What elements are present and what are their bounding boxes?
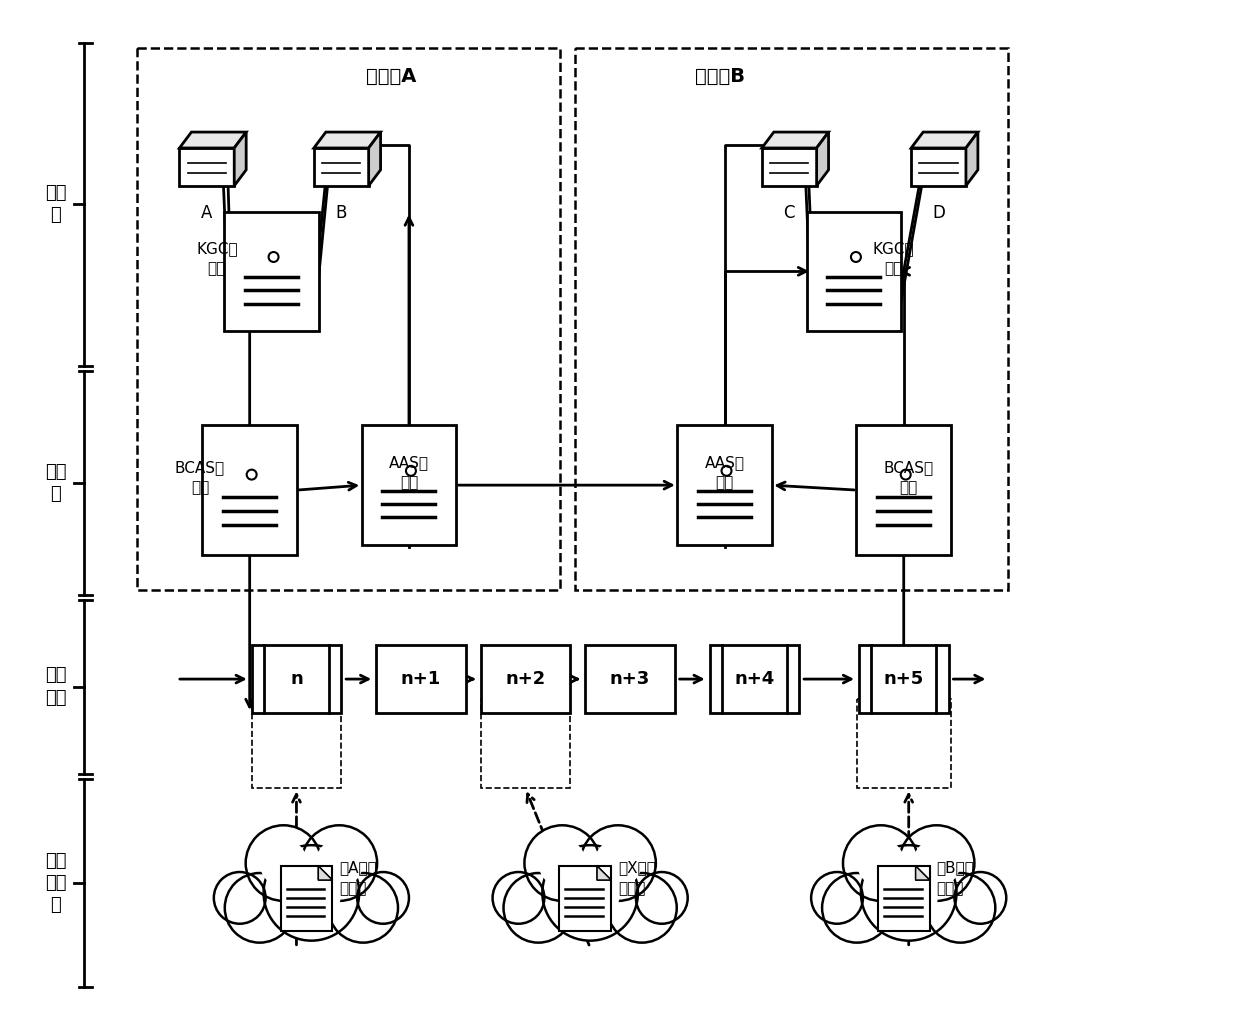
- Bar: [376, 645, 466, 713]
- Circle shape: [503, 873, 573, 942]
- Text: 域A的系
统信息: 域A的系 统信息: [340, 860, 377, 896]
- Circle shape: [259, 839, 308, 887]
- Circle shape: [224, 873, 294, 942]
- Circle shape: [247, 470, 257, 479]
- Circle shape: [925, 873, 996, 942]
- Circle shape: [594, 839, 642, 887]
- Bar: [857, 699, 951, 789]
- Circle shape: [822, 873, 892, 942]
- Text: n+5: n+5: [884, 670, 924, 688]
- Text: n+4: n+4: [734, 670, 775, 688]
- Circle shape: [722, 466, 732, 476]
- Bar: [362, 425, 456, 545]
- Polygon shape: [915, 866, 930, 880]
- Text: n+3: n+3: [610, 670, 650, 688]
- Polygon shape: [180, 132, 247, 148]
- Circle shape: [246, 826, 321, 900]
- Text: 管理域A: 管理域A: [366, 67, 417, 87]
- Circle shape: [213, 872, 265, 924]
- Bar: [481, 645, 570, 713]
- Polygon shape: [234, 132, 247, 186]
- Polygon shape: [761, 132, 828, 148]
- Polygon shape: [966, 132, 978, 186]
- Circle shape: [900, 470, 910, 479]
- Bar: [761, 148, 817, 186]
- Text: B: B: [336, 203, 347, 222]
- Bar: [481, 699, 570, 789]
- Circle shape: [315, 839, 363, 887]
- Bar: [180, 148, 234, 186]
- Circle shape: [542, 845, 637, 940]
- Circle shape: [269, 252, 279, 262]
- Circle shape: [525, 826, 600, 900]
- Bar: [807, 212, 901, 331]
- Bar: [224, 212, 319, 331]
- Circle shape: [861, 845, 956, 940]
- Circle shape: [357, 872, 409, 924]
- Circle shape: [538, 839, 587, 887]
- Polygon shape: [817, 132, 828, 186]
- Text: BCAS服
务器: BCAS服 务器: [884, 460, 934, 495]
- Bar: [202, 425, 296, 555]
- Bar: [709, 645, 800, 713]
- Circle shape: [405, 466, 415, 476]
- Polygon shape: [314, 132, 381, 148]
- Text: AAS服
务器: AAS服 务器: [389, 456, 429, 491]
- Bar: [585, 645, 675, 713]
- Text: 代理
层: 代理 层: [45, 463, 67, 503]
- Bar: [575, 48, 1008, 590]
- Circle shape: [329, 873, 398, 942]
- Circle shape: [560, 863, 620, 923]
- Polygon shape: [368, 132, 381, 186]
- Text: n+1: n+1: [401, 670, 441, 688]
- Text: 域B的系
统信息: 域B的系 统信息: [936, 860, 975, 896]
- Bar: [252, 645, 341, 713]
- Text: AAS服
务器: AAS服 务器: [704, 456, 744, 491]
- Bar: [314, 148, 368, 186]
- Polygon shape: [598, 866, 611, 880]
- Bar: [138, 48, 560, 590]
- Text: 物理
存储
层: 物理 存储 层: [45, 851, 67, 914]
- Text: 管理域B: 管理域B: [694, 67, 744, 87]
- Bar: [878, 866, 930, 931]
- Bar: [252, 699, 341, 789]
- Text: 实体
层: 实体 层: [45, 184, 67, 224]
- Circle shape: [301, 826, 377, 900]
- Circle shape: [955, 872, 1007, 924]
- Text: D: D: [932, 203, 945, 222]
- Circle shape: [899, 826, 975, 900]
- Circle shape: [913, 839, 961, 887]
- Bar: [859, 645, 949, 713]
- Circle shape: [811, 872, 863, 924]
- Circle shape: [857, 839, 905, 887]
- Bar: [911, 148, 966, 186]
- Circle shape: [636, 872, 688, 924]
- Circle shape: [264, 845, 360, 940]
- Circle shape: [843, 826, 919, 900]
- Circle shape: [281, 863, 341, 923]
- Circle shape: [608, 873, 677, 942]
- Circle shape: [492, 872, 544, 924]
- Text: n+2: n+2: [506, 670, 546, 688]
- Text: KGC服
务器: KGC服 务器: [196, 241, 238, 276]
- Bar: [280, 866, 332, 931]
- Polygon shape: [911, 132, 978, 148]
- Text: 域X的系
统信息: 域X的系 统信息: [618, 860, 656, 896]
- Text: A: A: [201, 203, 212, 222]
- Bar: [677, 425, 771, 545]
- Circle shape: [580, 826, 656, 900]
- Text: KGC服
务器: KGC服 务器: [873, 241, 915, 276]
- Circle shape: [851, 252, 861, 262]
- Bar: [559, 866, 611, 931]
- Text: 区块
链层: 区块 链层: [45, 666, 67, 706]
- Circle shape: [879, 863, 939, 923]
- Text: BCAS服
务器: BCAS服 务器: [175, 460, 224, 495]
- Text: C: C: [784, 203, 795, 222]
- Text: n: n: [290, 670, 303, 688]
- Bar: [857, 425, 951, 555]
- Polygon shape: [319, 866, 332, 880]
